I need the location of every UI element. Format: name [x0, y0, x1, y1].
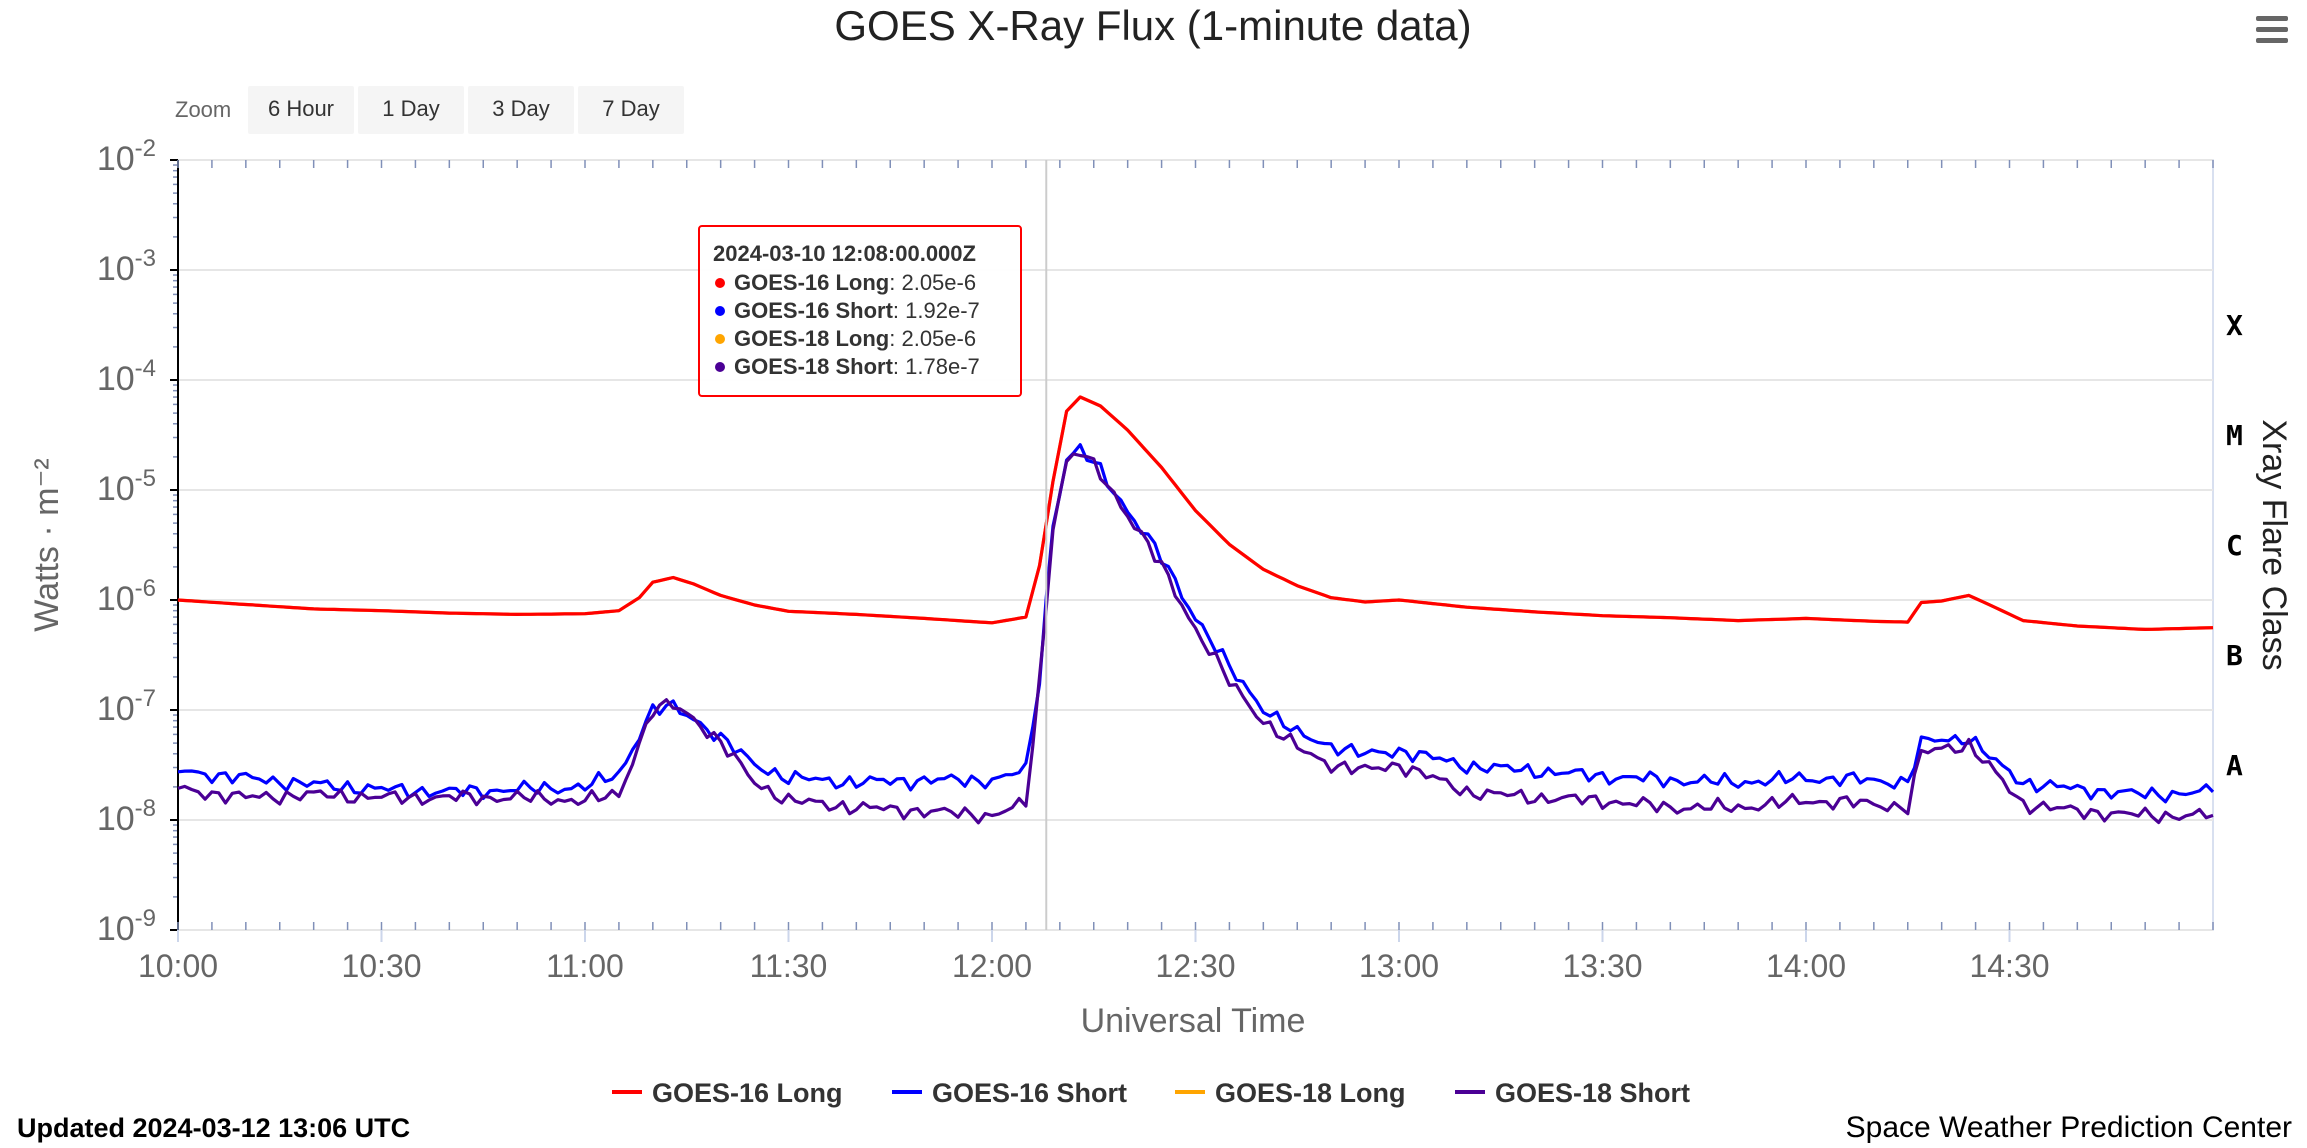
zoom-button-7-day[interactable]: 7 Day	[578, 86, 684, 134]
x-tick-label: 13:00	[1359, 948, 1439, 984]
zoom-button-6-hour[interactable]: 6 Hour	[248, 86, 354, 134]
tooltip-swatch	[715, 362, 725, 372]
legend-label: GOES-18 Long	[1215, 1078, 1406, 1108]
y-tick-label: 10-5	[97, 465, 156, 508]
y-tick-label: 10-9	[97, 905, 156, 948]
zoom-button-label: 3 Day	[492, 96, 549, 121]
legend-item-goes-18-short[interactable]: GOES-18 Short	[1455, 1078, 1690, 1108]
x-tick-label: 10:30	[341, 948, 421, 984]
hover-tooltip: 2024-03-10 12:08:00.000Z GOES-16 Long: 2.…	[698, 225, 1022, 397]
y-tick-label: 10-7	[97, 685, 156, 728]
updated-timestamp: Updated 2024-03-12 13:06 UTC	[17, 1113, 410, 1143]
x-tick-label: 12:00	[952, 948, 1032, 984]
flare-class-label: A	[2226, 749, 2243, 782]
tooltip-time: 2024-03-10 12:08:00.000Z	[713, 241, 976, 266]
series-line-goes-16-long	[177, 395, 2214, 631]
legend-label: GOES-16 Long	[652, 1078, 843, 1108]
zoom-label: Zoom	[175, 97, 231, 122]
x-tick-label: 11:30	[750, 948, 828, 984]
x-tick-label: 10:00	[138, 948, 218, 984]
flare-class-label: M	[2226, 419, 2243, 452]
tooltip-swatch	[715, 278, 725, 288]
y-tick-label: 10-2	[97, 135, 156, 178]
tooltip-swatch	[715, 306, 725, 316]
plot-area	[177, 159, 2214, 931]
y-tick-label: 10-3	[97, 245, 156, 288]
y-tick-label: 10-8	[97, 795, 156, 838]
zoom-button-1-day[interactable]: 1 Day	[358, 86, 464, 134]
x-tick-label: 11:00	[546, 948, 624, 984]
legend-item-goes-16-long[interactable]: GOES-16 Long	[612, 1078, 843, 1108]
legend-item-goes-18-long[interactable]: GOES-18 Long	[1175, 1078, 1406, 1108]
tooltip-row: GOES-16 Long: 2.05e-6	[734, 270, 976, 295]
legend-label: GOES-18 Short	[1495, 1078, 1690, 1108]
y-tick-label: 10-6	[97, 575, 156, 618]
zoom-button-label: 6 Hour	[268, 96, 334, 121]
zoom-button-label: 7 Day	[602, 96, 659, 121]
chart-title: GOES X-Ray Flux (1-minute data)	[834, 2, 1471, 49]
flare-class-label: C	[2226, 529, 2243, 562]
flare-class-label: X	[2226, 309, 2243, 342]
x-tick-label: 14:30	[1969, 948, 2049, 984]
x-tick-label: 13:30	[1562, 948, 1642, 984]
x-tick-label: 12:30	[1155, 948, 1235, 984]
legend-label: GOES-16 Short	[932, 1078, 1127, 1108]
legend-item-goes-16-short[interactable]: GOES-16 Short	[892, 1078, 1127, 1108]
zoom-button-3-day[interactable]: 3 Day	[468, 86, 574, 134]
hamburger-menu-icon[interactable]	[2240, 10, 2288, 50]
flare-class-label: B	[2226, 639, 2243, 672]
y-tick-label: 10-4	[97, 355, 156, 398]
x-tick-label: 14:00	[1766, 948, 1846, 984]
tooltip-row: GOES-16 Short: 1.92e-7	[734, 298, 980, 323]
series-line-goes-18-short	[177, 452, 2214, 825]
tooltip-swatch	[715, 334, 725, 344]
flare-class-axis-title: Xray Flare Class	[2255, 419, 2293, 670]
credit-text: Space Weather Prediction Center	[1846, 1111, 2292, 1144]
tooltip-row: GOES-18 Long: 2.05e-6	[734, 326, 976, 351]
y-axis-title: Watts · m⁻²	[28, 458, 66, 631]
tooltip-row: GOES-18 Short: 1.78e-7	[734, 354, 980, 379]
zoom-button-label: 1 Day	[382, 96, 439, 121]
tooltip-box	[698, 225, 1022, 397]
x-axis-title: Universal Time	[1081, 1002, 1306, 1040]
